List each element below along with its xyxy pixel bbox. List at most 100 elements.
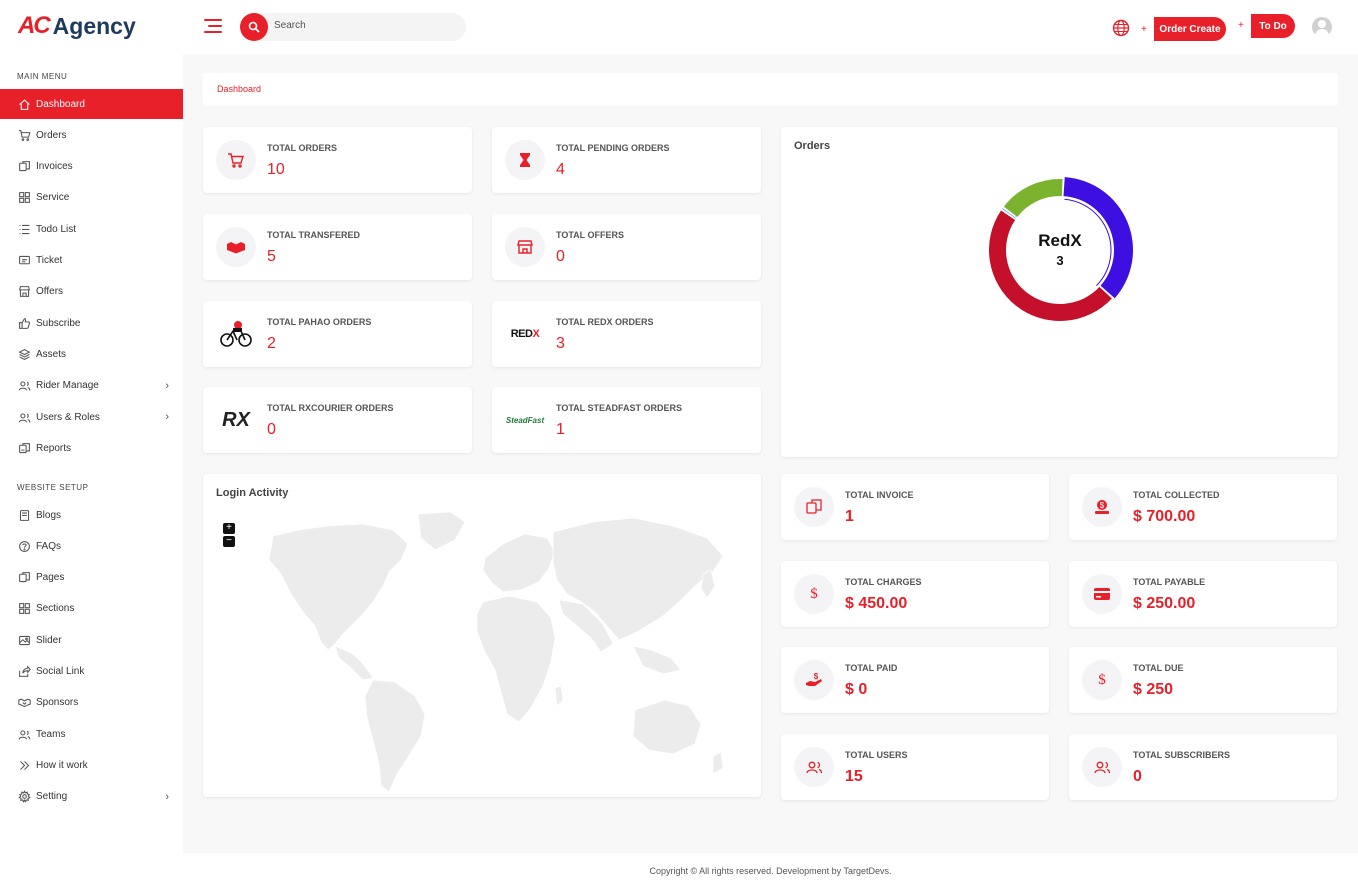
invoice-icon xyxy=(794,487,834,527)
users-icon xyxy=(1082,747,1122,787)
sidebar-item-service[interactable]: Service xyxy=(0,183,183,213)
users-icon xyxy=(18,379,31,392)
footer-copyright: Copyright © All rights reserved. Develop… xyxy=(649,866,892,876)
sidebar-item-label: How it work xyxy=(36,759,88,771)
handshake-icon xyxy=(216,227,256,267)
users-icon xyxy=(18,728,31,741)
chevron-right-icon: › xyxy=(165,411,169,423)
image-icon xyxy=(18,634,31,647)
sidebar-item-social-link[interactable]: Social Link xyxy=(0,657,183,687)
todo-button[interactable]: To Do xyxy=(1251,14,1295,38)
paid-hand-icon: $ xyxy=(794,660,834,700)
sidebar-item-label: Subscribe xyxy=(36,317,81,329)
world-map[interactable] xyxy=(203,474,761,797)
stat-value: 3 xyxy=(556,335,565,352)
donut-slice[interactable] xyxy=(1063,177,1133,299)
users-icon xyxy=(18,411,31,424)
map-japan xyxy=(700,569,716,599)
stat-card-total-steadfast-orders[interactable]: SteadFast TOTAL STEADFAST ORDERS 1 xyxy=(492,387,761,453)
order-create-plus-icon: + xyxy=(1141,24,1147,35)
brand-logo[interactable]: AC Agency xyxy=(18,12,136,40)
sidebar-item-setting[interactable]: Setting › xyxy=(0,782,183,812)
stat-card-total-users[interactable]: TOTAL USERS 15 xyxy=(781,734,1049,800)
map-zoom-in-button[interactable]: + xyxy=(223,523,235,534)
stat-card-total-offers[interactable]: TOTAL OFFERS 0 xyxy=(492,214,761,280)
stat-label: TOTAL PAHAO ORDERS xyxy=(267,317,372,327)
sidebar-item-ticket[interactable]: Ticket xyxy=(0,246,183,276)
stat-label: TOTAL PAYABLE xyxy=(1133,577,1206,587)
sidebar-item-orders[interactable]: Orders xyxy=(0,120,183,150)
stat-value: $ 450.00 xyxy=(845,595,908,612)
thumbs-up-icon xyxy=(18,317,31,330)
stat-value: $ 250.00 xyxy=(1133,595,1196,612)
map-asia xyxy=(552,517,724,641)
sidebar-item-label: Social Link xyxy=(36,666,85,677)
search-icon[interactable] xyxy=(240,13,268,41)
sidebar-item-slider[interactable]: Slider xyxy=(0,625,183,655)
stat-card-total-pending-orders[interactable]: TOTAL PENDING ORDERS 4 xyxy=(492,127,761,193)
sidebar-item-todo-list[interactable]: Todo List xyxy=(0,214,183,244)
map-europe xyxy=(482,533,556,593)
sidebar-item-how-it-work[interactable]: How it work xyxy=(0,750,183,780)
stat-value: 0 xyxy=(1133,768,1142,785)
stat-card-total-orders[interactable]: TOTAL ORDERS 10 xyxy=(203,127,472,193)
orders-chart-panel: Orders RedX 3 xyxy=(781,127,1338,457)
language-globe-icon[interactable] xyxy=(1112,19,1130,37)
sidebar-item-label: Sponsors xyxy=(36,697,79,709)
chevron-right-icon: › xyxy=(165,379,169,392)
map-zoom-out-button[interactable]: − xyxy=(223,536,235,547)
pathao-logo-icon xyxy=(216,314,256,354)
credit-card-icon xyxy=(1082,574,1122,614)
sidebar-item-pages[interactable]: Pages xyxy=(0,563,183,593)
sidebar-item-users-and-roles[interactable]: Users & Roles › xyxy=(0,402,183,432)
stat-card-total-paid[interactable]: $ TOTAL PAID $ 0 xyxy=(781,647,1049,713)
stat-card-total-collected[interactable]: $ TOTAL COLLECTED $ 700.00 xyxy=(1069,474,1337,540)
sidebar-item-teams[interactable]: Teams xyxy=(0,719,183,749)
stat-card-total-subscribers[interactable]: TOTAL SUBSCRIBERS 0 xyxy=(1069,734,1337,800)
sidebar-item-sponsors[interactable]: Sponsors xyxy=(0,688,183,718)
stat-label: TOTAL REDX ORDERS xyxy=(556,317,654,327)
cart-icon xyxy=(216,140,256,180)
sidebar-item-dashboard[interactable]: Dashboard xyxy=(0,89,183,119)
breadcrumb-dashboard-link[interactable]: Dashboard xyxy=(217,84,262,94)
sidebar-item-reports[interactable]: Reports xyxy=(0,433,183,463)
sidebar-item-rider-manage[interactable]: Rider Manage › xyxy=(0,371,183,401)
stat-label: TOTAL INVOICE xyxy=(845,490,914,500)
rx-logo-icon: RX xyxy=(222,408,250,431)
menu-toggle-icon[interactable] xyxy=(204,19,222,35)
steadfast-logo-icon: SteadFast xyxy=(505,415,545,425)
share-icon xyxy=(18,665,31,678)
user-avatar[interactable] xyxy=(1312,17,1332,37)
stat-value: 2 xyxy=(267,335,276,352)
sidebar-item-faqs[interactable]: FAQs xyxy=(0,531,183,561)
search-input[interactable] xyxy=(274,20,454,31)
stat-card-total-transfered[interactable]: TOTAL TRANSFERED 5 xyxy=(203,214,472,280)
sidebar-item-invoices[interactable]: Invoices xyxy=(0,152,183,182)
sidebar-item-sections[interactable]: Sections xyxy=(0,594,183,624)
donut-hover-ring xyxy=(1008,198,1112,302)
sidebar-item-blogs[interactable]: Blogs xyxy=(0,500,183,530)
sidebar-item-offers[interactable]: Offers xyxy=(0,277,183,307)
order-create-button[interactable]: Order Create xyxy=(1154,17,1226,41)
stat-card-total-pahao-orders[interactable]: TOTAL PAHAO ORDERS 2 xyxy=(203,301,472,367)
stat-card-total-due[interactable]: $ TOTAL DUE $ 250 xyxy=(1069,647,1337,713)
map-south-asia xyxy=(558,599,614,653)
donut-slice[interactable] xyxy=(989,210,1112,321)
question-icon xyxy=(18,540,31,553)
donut-slice[interactable] xyxy=(1003,179,1063,217)
users-icon xyxy=(794,747,834,787)
sidebar-item-subscribe[interactable]: Subscribe xyxy=(0,308,183,338)
stat-card-total-invoice[interactable]: TOTAL INVOICE 1 xyxy=(781,474,1049,540)
stat-label: TOTAL ORDERS xyxy=(267,143,338,153)
sidebar-item-label: Pages xyxy=(36,572,65,584)
sidebar-item-label: FAQs xyxy=(36,540,62,552)
stat-card-total-redx-orders[interactable]: REDX TOTAL REDX ORDERS 3 xyxy=(492,301,761,367)
stat-card-total-charges[interactable]: $ TOTAL CHARGES $ 450.00 xyxy=(781,561,1049,627)
sidebar-item-label: Slider xyxy=(36,634,62,646)
stat-card-total-payable[interactable]: TOTAL PAYABLE $ 250.00 xyxy=(1069,561,1337,627)
page-footer: Copyright © All rights reserved. Develop… xyxy=(183,853,1358,889)
stat-card-total-rxcourier-orders[interactable]: RX TOTAL RXCOURIER ORDERS 0 xyxy=(203,387,472,453)
login-activity-panel: Login Activity + − xyxy=(203,474,761,797)
donut-slice[interactable] xyxy=(1002,208,1017,219)
sidebar-item-assets[interactable]: Assets xyxy=(0,339,183,369)
